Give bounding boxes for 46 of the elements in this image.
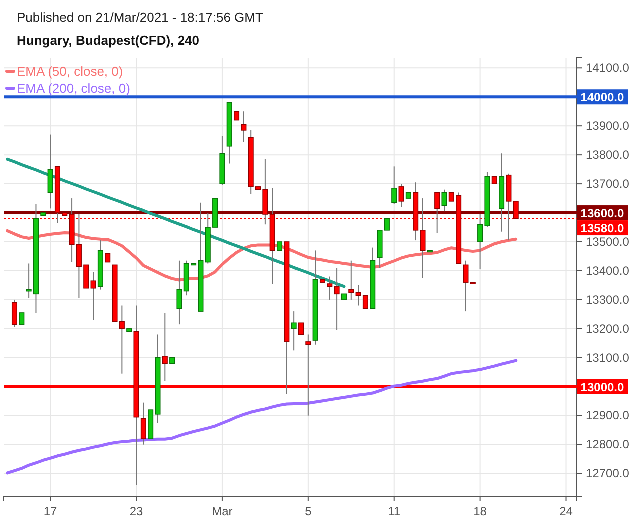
y-tick-label: 13500.0 [586,234,630,249]
y-tick-label: 13200.0 [586,322,630,336]
line-series [6,359,518,475]
y-tick-label: 13100.0 [586,350,630,365]
candlestick [463,260,469,312]
candlestick [327,276,333,300]
candlestick [48,134,54,210]
candlestick [348,260,354,300]
candlestick [140,402,146,446]
y-tick-label: 13700.0 [586,176,630,191]
x-tick-label: Mar [212,504,233,519]
candlestick [90,272,96,321]
y-tick-label: 12900.0 [586,408,630,423]
candlestick [19,312,25,325]
candlestick [162,312,168,382]
legend-label: EMA (50, close, 0) [17,64,124,79]
chart-title: Hungary, Budapest(CFD), 240 [17,33,200,48]
y-tick-label: 13800.0 [586,148,630,162]
x-tick-label: 11 [388,504,401,519]
y-tick-label: 12700.0 [586,466,630,481]
line-series [6,158,346,288]
candlestick [298,322,304,336]
x-tick-label: 17 [44,504,58,519]
ref-line-label: 14000.0 [580,90,625,105]
y-tick-label: 13300.0 [586,292,630,307]
candlestick [334,268,340,331]
y-tick-label: 12800.0 [586,438,630,452]
x-tick-label: 23 [130,504,144,519]
x-tick-label: 5 [305,504,312,519]
x-tick-label: 18 [474,504,488,519]
ref-line-label: 13000.0 [580,380,625,394]
legend-label: EMA (200, close, 0) [17,81,130,96]
ref-line-label: 13580.0 [580,222,625,236]
y-tick-label: 13400.0 [586,264,630,278]
ref-line-label: 13600.0 [580,206,625,221]
text: Published on 21/Mar/2021 - 18:17:56 GMT [17,10,264,25]
candlestick [241,111,247,143]
candlestick [291,311,297,352]
candlestick [392,166,398,205]
y-tick-label: 13900.0 [586,118,630,133]
y-tick-label: 14100.0 [586,60,630,75]
candlestick [12,299,18,328]
candlestick [442,189,448,212]
candlestick [398,184,404,208]
x-tick-label: 24 [560,504,574,519]
candlestick [176,260,182,326]
